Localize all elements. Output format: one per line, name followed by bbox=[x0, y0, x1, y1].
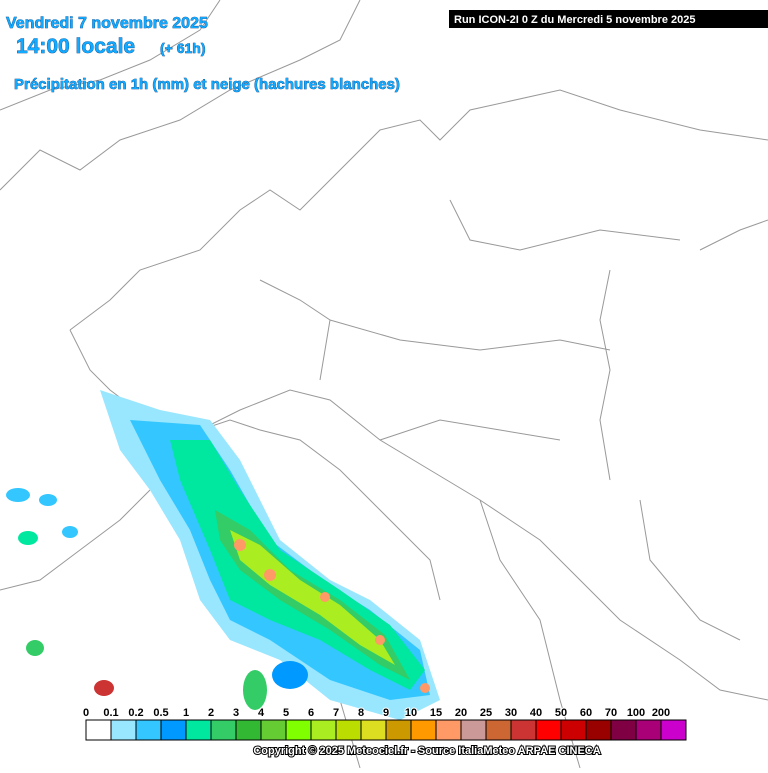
legend-label: 15 bbox=[430, 707, 442, 719]
legend-swatch bbox=[210, 719, 237, 741]
legend-label: 6 bbox=[308, 707, 314, 719]
legend-swatch bbox=[235, 719, 262, 741]
legend-swatch bbox=[360, 719, 387, 741]
legend-label: 50 bbox=[555, 707, 567, 719]
legend-label: 70 bbox=[605, 707, 617, 719]
legend-label: 3 bbox=[233, 707, 239, 719]
time: 14:00 locale bbox=[16, 35, 135, 58]
legend-swatch bbox=[560, 719, 587, 741]
legend-label: 1 bbox=[183, 707, 189, 719]
legend-swatch bbox=[285, 719, 312, 741]
lead-time: (+ 61h) bbox=[160, 40, 206, 56]
legend-label: 7 bbox=[333, 707, 339, 719]
legend-label: 40 bbox=[530, 707, 542, 719]
legend-label: 60 bbox=[580, 707, 592, 719]
legend-swatch bbox=[510, 719, 537, 741]
legend-label: 100 bbox=[627, 707, 645, 719]
legend-swatch bbox=[435, 719, 462, 741]
legend-swatch bbox=[185, 719, 212, 741]
legend-label: 4 bbox=[258, 707, 265, 719]
legend-swatch bbox=[585, 719, 612, 741]
legend-swatch bbox=[160, 719, 187, 741]
legend-label: 25 bbox=[480, 707, 492, 719]
legend-swatch bbox=[85, 719, 112, 741]
legend-label: 20 bbox=[455, 707, 467, 719]
legend-label: 2 bbox=[208, 707, 214, 719]
legend-swatch bbox=[535, 719, 562, 741]
legend-swatch bbox=[310, 719, 337, 741]
legend-swatch bbox=[335, 719, 362, 741]
precipitation bbox=[6, 390, 440, 720]
legend-swatch bbox=[110, 719, 137, 741]
legend-label: 5 bbox=[283, 707, 289, 719]
legend-label: 0 bbox=[83, 707, 89, 719]
legend-swatch bbox=[610, 719, 637, 741]
legend-label: 0.1 bbox=[103, 707, 118, 719]
legend-label: 0.5 bbox=[153, 707, 168, 719]
legend-swatch bbox=[660, 719, 687, 741]
header: Vendredi 7 novembre 2025 14:00 locale (+… bbox=[6, 10, 768, 93]
legend-swatch bbox=[135, 719, 162, 741]
legend-label: 10 bbox=[405, 707, 417, 719]
legend-label: 30 bbox=[505, 707, 517, 719]
legend-swatch bbox=[460, 719, 487, 741]
run-info: Run ICON-2I 0 Z du Mercredi 5 novembre 2… bbox=[454, 14, 695, 26]
date: Vendredi 7 novembre 2025 bbox=[6, 15, 208, 32]
legend-label: 9 bbox=[383, 707, 389, 719]
legend: 0 0.1 0.2 0.5 1 2 3 4 5 6 7 8 9 10 15 20 25 30 40 50 60 70 100… bbox=[82, 706, 687, 741]
subtitle: Précipitation en 1h (mm) et neige (hachu… bbox=[14, 76, 400, 93]
legend-swatch bbox=[635, 719, 662, 741]
run-box bbox=[449, 10, 768, 28]
legend-label: 8 bbox=[358, 707, 364, 719]
legend-swatch bbox=[485, 719, 512, 741]
legend-swatch bbox=[410, 719, 437, 741]
legend-label: 200 bbox=[652, 707, 670, 719]
copyright: Copyright © 2025 Meteociel.fr - Source I… bbox=[253, 745, 600, 757]
legend-swatch bbox=[260, 719, 287, 741]
legend-label: 0.2 bbox=[128, 707, 143, 719]
legend-swatch bbox=[385, 719, 412, 741]
